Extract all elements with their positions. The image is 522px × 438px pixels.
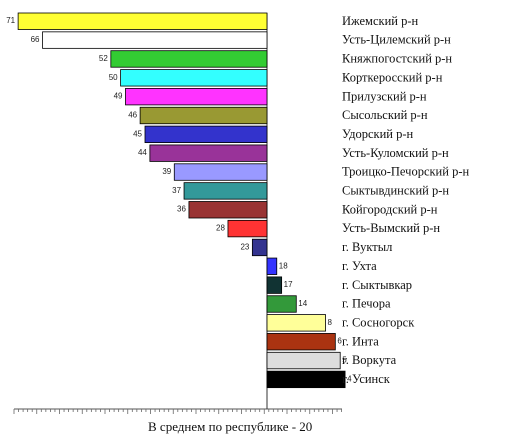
value-label: 6 [337, 337, 342, 346]
category-label: Корткеросский р-н [342, 70, 443, 84]
value-label: 14 [298, 299, 307, 308]
category-label: г. Воркута [342, 353, 397, 367]
category-label: Прилузский р-н [342, 89, 427, 103]
bar [149, 144, 268, 162]
category-label: Сыктывдинский р-н [342, 184, 449, 198]
value-label: 8 [328, 318, 333, 327]
value-labels: 71 66 52 50 49 46 45 44 39 37 36 28 23 18 17 14 8 6 54 [6, 16, 352, 383]
value-label: 50 [109, 73, 118, 82]
value-label: 52 [99, 54, 108, 63]
category-label: Княжпогостский р-н [342, 52, 452, 66]
bar [227, 219, 268, 238]
value-label: 71 [6, 16, 15, 25]
average-footnote: В среднем по республике - 20 [148, 419, 312, 434]
value-label: 17 [284, 280, 293, 289]
category-label: г. Печора [342, 297, 391, 311]
category-label: г. Усинск [342, 372, 391, 386]
category-label: Ижемский р-н [342, 14, 418, 28]
category-label: г. Сыктывкар [342, 278, 412, 292]
category-label: Сысольский р-н [342, 108, 428, 122]
category-label: г. Инта [342, 334, 379, 348]
category-labels: Ижемский р-н Усть-Цилемский р-н Княжпогост… [342, 14, 469, 386]
value-label: 44 [138, 148, 147, 157]
bar [120, 69, 268, 87]
bar [173, 163, 268, 181]
category-label: Койгородский р-н [342, 202, 438, 216]
bar [144, 125, 268, 143]
value-label: 39 [162, 167, 171, 176]
value-label: 37 [172, 186, 181, 195]
category-label: Усть-Вымский р-н [342, 221, 440, 235]
category-label: г. Сосногорск [342, 315, 415, 329]
category-label: Усть-Куломский р-н [342, 146, 449, 160]
bar [251, 238, 268, 257]
value-label: 66 [31, 35, 40, 44]
value-label: 49 [114, 92, 123, 101]
value-label: 36 [177, 205, 186, 214]
value-label: 5 [342, 356, 347, 365]
category-label: Усть-Цилемский р-н [342, 33, 451, 47]
bar [266, 351, 341, 370]
category-label: Троицко-Печорский р-н [342, 165, 469, 179]
bar [266, 333, 336, 351]
value-label: 28 [216, 224, 225, 233]
value-label: 4 [347, 374, 352, 383]
bars [17, 12, 346, 389]
category-label: г. Вуктыл [342, 240, 392, 254]
bar [266, 370, 346, 389]
value-label: 46 [128, 110, 137, 119]
bar [139, 106, 268, 125]
bar [42, 31, 268, 49]
bar [183, 182, 268, 200]
bar [110, 50, 268, 68]
value-label: 18 [279, 261, 288, 270]
category-label: г. Ухта [342, 259, 377, 273]
bar [188, 201, 268, 219]
bar [17, 12, 268, 30]
bar [266, 295, 297, 313]
category-label: Удорский р-н [342, 127, 413, 141]
value-label: 45 [133, 129, 142, 138]
value-label: 23 [240, 242, 249, 251]
bar [266, 314, 326, 332]
bar [125, 88, 268, 106]
bar [266, 276, 283, 294]
bar [266, 257, 278, 275]
